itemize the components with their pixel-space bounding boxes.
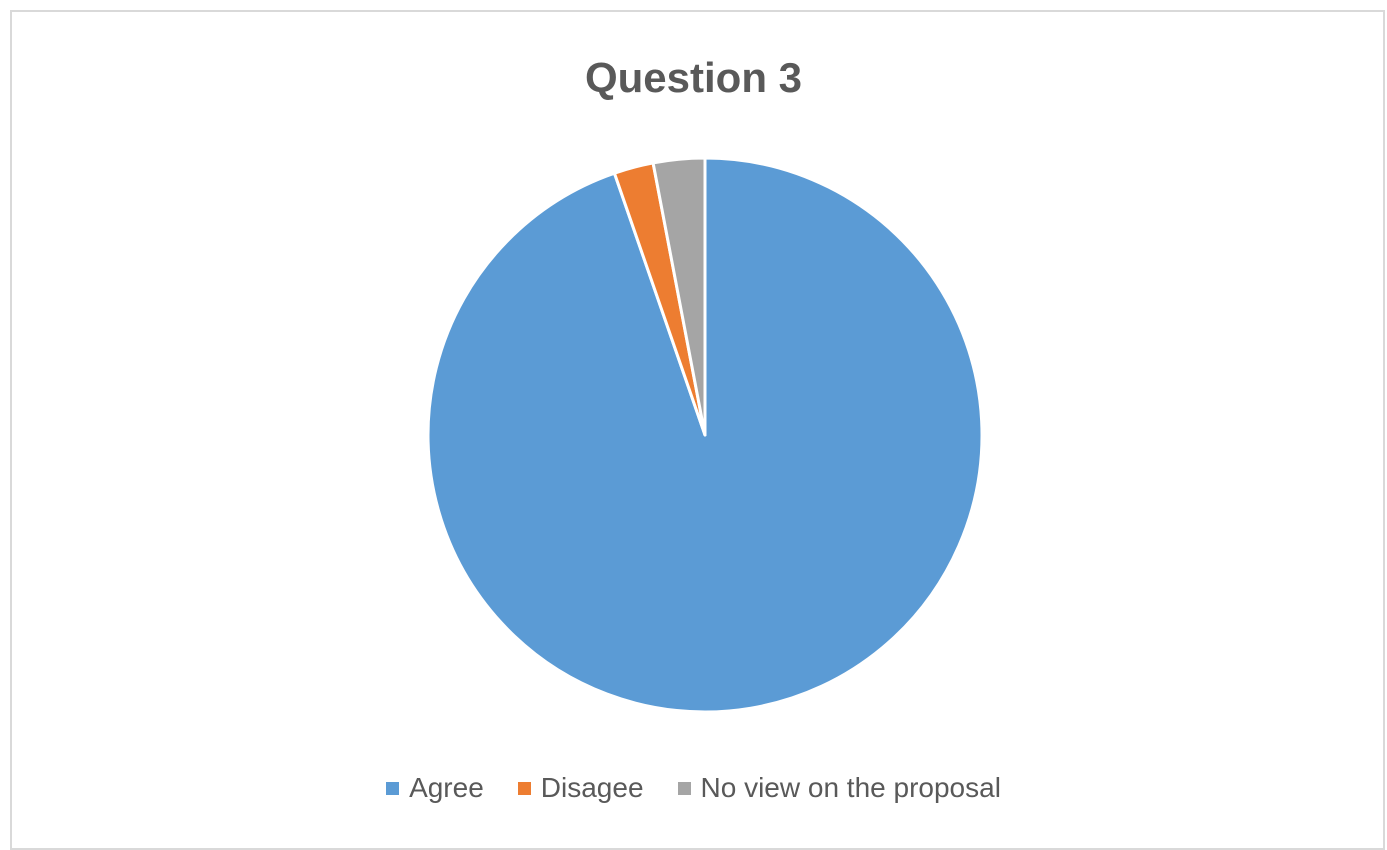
legend-swatch-agree	[386, 781, 400, 795]
legend-label-disagee: Disagee	[540, 772, 644, 803]
legend-swatch-disagee	[517, 781, 531, 795]
pie-slice-no-view	[651, 156, 707, 437]
legend-item-no-view: No view on the proposal	[677, 770, 1001, 806]
legend-label-agree: Agree	[409, 772, 484, 803]
legend-item-disagee: Disagee	[517, 770, 644, 806]
legend-label-no-view: No view on the proposal	[700, 772, 1001, 803]
legend-swatch-no-view	[677, 781, 691, 795]
legend-item-agree: Agree	[386, 770, 484, 806]
legend: Agree Disagee No view on the proposal	[0, 770, 1387, 806]
chart-title: Question 3	[584, 54, 803, 101]
